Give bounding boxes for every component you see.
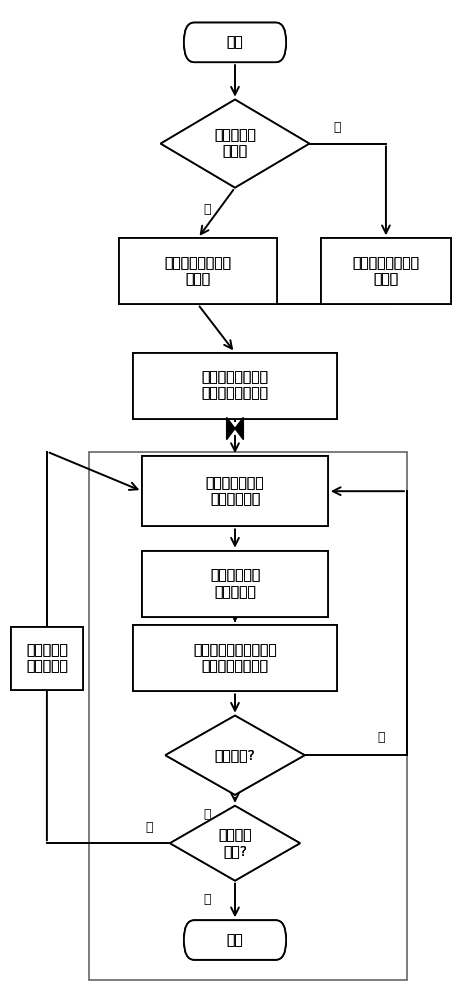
FancyBboxPatch shape bbox=[184, 920, 286, 960]
Polygon shape bbox=[161, 100, 309, 188]
Text: 是否平衡?: 是否平衡? bbox=[215, 748, 255, 762]
Polygon shape bbox=[235, 417, 243, 440]
Text: 计算厂站节点间
的引力和斥力: 计算厂站节点间 的引力和斥力 bbox=[206, 476, 264, 506]
Text: 人工调整部
分厂站位置: 人工调整部 分厂站位置 bbox=[26, 643, 68, 674]
Text: 人工调整部
分厂站位置: 人工调整部 分厂站位置 bbox=[26, 643, 68, 674]
Text: 结束: 结束 bbox=[227, 933, 243, 947]
Text: 计算厂站节点
受到的合力: 计算厂站节点 受到的合力 bbox=[210, 569, 260, 599]
Text: 否: 否 bbox=[377, 731, 385, 744]
Bar bbox=[133, 625, 337, 691]
Text: 计算厂站节点间
的引力和斥力: 计算厂站节点间 的引力和斥力 bbox=[206, 476, 264, 506]
Text: 生成初始网架结构
图和初始地理信息: 生成初始网架结构 图和初始地理信息 bbox=[202, 370, 268, 401]
Bar bbox=[321, 238, 451, 304]
Bar bbox=[119, 238, 277, 304]
Bar bbox=[142, 551, 328, 617]
Bar bbox=[133, 625, 337, 691]
Text: 计算节点在合力作用移
动后新的位置坐标: 计算节点在合力作用移 动后新的位置坐标 bbox=[193, 643, 277, 674]
Bar bbox=[142, 456, 328, 526]
Text: 读入部分厂站的模
型信息: 读入部分厂站的模 型信息 bbox=[352, 256, 419, 286]
Polygon shape bbox=[161, 100, 309, 188]
Text: 计算节点在合力作用移
动后新的位置坐标: 计算节点在合力作用移 动后新的位置坐标 bbox=[193, 643, 277, 674]
Text: 生成初始网架结构
图和初始地理信息: 生成初始网架结构 图和初始地理信息 bbox=[202, 370, 268, 401]
Text: 是否人工
调整?: 是否人工 调整? bbox=[218, 828, 252, 858]
Bar bbox=[142, 551, 328, 617]
Bar bbox=[321, 238, 451, 304]
FancyBboxPatch shape bbox=[184, 23, 286, 62]
Text: 是否人工
调整?: 是否人工 调整? bbox=[218, 828, 252, 858]
Text: 计算厂站节点
受到的合力: 计算厂站节点 受到的合力 bbox=[210, 569, 260, 599]
Text: 开始: 开始 bbox=[227, 35, 243, 49]
Text: 是否平衡?: 是否平衡? bbox=[215, 748, 255, 762]
Text: 是: 是 bbox=[204, 808, 211, 821]
Bar bbox=[133, 353, 337, 419]
Bar bbox=[11, 627, 83, 690]
Bar bbox=[11, 627, 83, 690]
Text: 是否新生成
网架图: 是否新生成 网架图 bbox=[214, 128, 256, 159]
Polygon shape bbox=[170, 806, 300, 881]
Text: 是: 是 bbox=[145, 821, 153, 834]
Text: 是: 是 bbox=[204, 203, 211, 216]
Text: 读入所有厂站的模
型信息: 读入所有厂站的模 型信息 bbox=[164, 256, 231, 286]
Polygon shape bbox=[165, 716, 305, 795]
FancyBboxPatch shape bbox=[184, 920, 286, 960]
Text: 是否新生成
网架图: 是否新生成 网架图 bbox=[214, 128, 256, 159]
Polygon shape bbox=[165, 716, 305, 795]
Text: 否: 否 bbox=[333, 121, 341, 134]
Text: 结束: 结束 bbox=[227, 933, 243, 947]
Polygon shape bbox=[227, 417, 235, 440]
Bar bbox=[89, 452, 407, 980]
FancyBboxPatch shape bbox=[184, 23, 286, 62]
Text: 开始: 开始 bbox=[227, 35, 243, 49]
Text: 读入所有厂站的模
型信息: 读入所有厂站的模 型信息 bbox=[164, 256, 231, 286]
Bar bbox=[133, 353, 337, 419]
Text: 否: 否 bbox=[204, 893, 211, 906]
Bar bbox=[142, 456, 328, 526]
Polygon shape bbox=[170, 806, 300, 881]
Text: 读入部分厂站的模
型信息: 读入部分厂站的模 型信息 bbox=[352, 256, 419, 286]
Bar bbox=[119, 238, 277, 304]
